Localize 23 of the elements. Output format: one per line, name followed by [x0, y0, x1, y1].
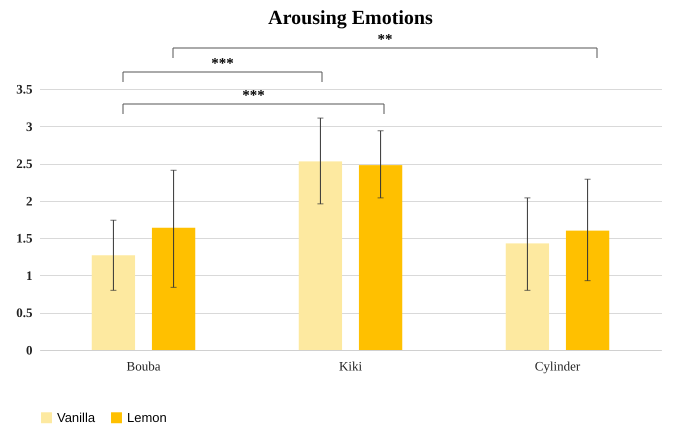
- bar: [152, 228, 196, 350]
- legend-label: Lemon: [127, 410, 167, 425]
- x-tick-label: Bouba: [126, 358, 161, 374]
- x-tick-label: Kiki: [338, 358, 362, 374]
- legend-label: Vanilla: [57, 410, 96, 425]
- y-tick-label: 0.5: [16, 305, 33, 320]
- bar: [506, 243, 550, 350]
- x-tick-label: Cylinder: [534, 358, 581, 374]
- y-tick-label: 0: [26, 342, 32, 358]
- annotation: ***: [242, 88, 265, 104]
- chart-title: Arousing Emotions: [268, 7, 434, 29]
- bar: [298, 161, 342, 350]
- bar: [92, 255, 136, 350]
- bar: [566, 230, 610, 350]
- bar: [358, 165, 402, 350]
- y-tick-label: 3.5: [16, 82, 33, 96]
- y-tick-label: 2.5: [16, 156, 33, 172]
- text: ***: [211, 56, 234, 72]
- y-tick-label: 1.5: [16, 230, 33, 246]
- y-tick-label: 2: [26, 193, 32, 208]
- y-tick-label: 1: [26, 268, 32, 283]
- text: **: [378, 32, 392, 48]
- y-tick-label: 3: [26, 118, 33, 134]
